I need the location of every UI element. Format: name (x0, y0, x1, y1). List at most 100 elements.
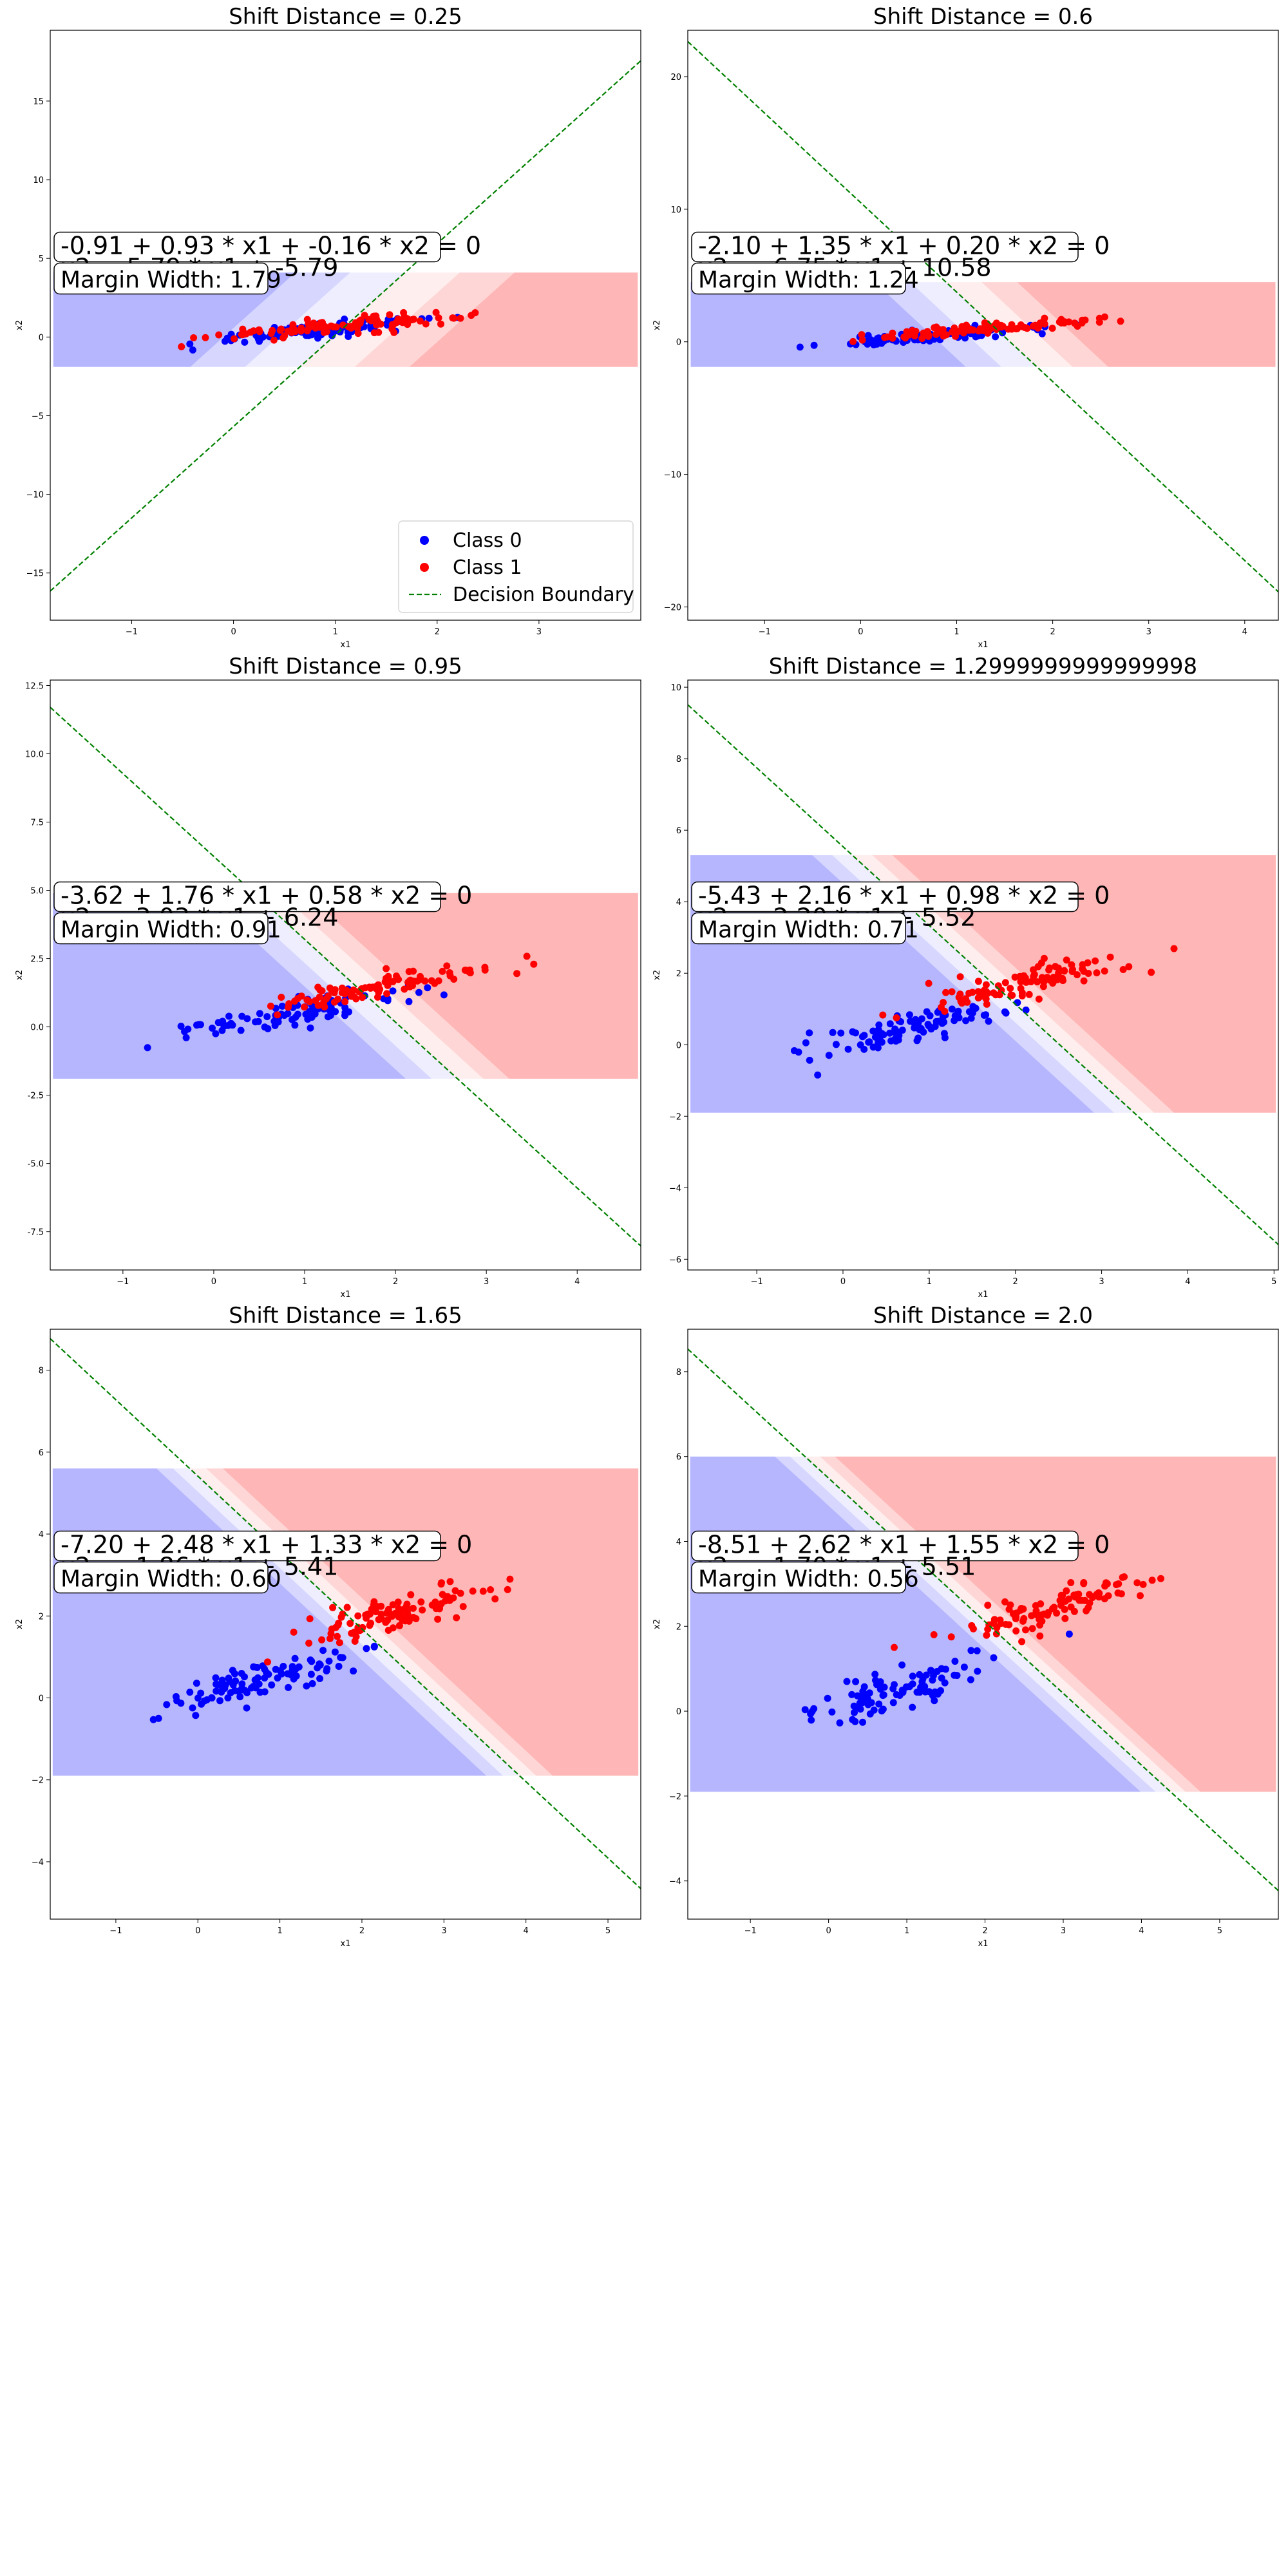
class0-point (909, 1703, 916, 1711)
class1-point (1101, 967, 1108, 975)
class1-point (1139, 1580, 1147, 1588)
class1-point (359, 1624, 366, 1631)
class1-point (1052, 963, 1059, 971)
class0-point (796, 343, 804, 351)
class0-point (248, 1684, 255, 1692)
class1-point (383, 965, 390, 972)
x-tick-label: 2 (359, 1926, 365, 1936)
class1-point (513, 970, 521, 978)
class1-point (274, 1011, 281, 1019)
class1-point (395, 1622, 403, 1629)
class1-point (341, 990, 348, 998)
class1-point (404, 321, 412, 328)
class1-point (318, 1636, 326, 1643)
class1-point (902, 334, 909, 342)
class1-point (923, 328, 931, 336)
class1-point (992, 1630, 1000, 1638)
class1-point (1101, 313, 1108, 321)
y-tick-label: 2 (676, 1622, 681, 1632)
x-tick-label: 1 (954, 627, 959, 637)
class0-point (307, 1656, 314, 1664)
class1-point (321, 1003, 328, 1011)
class1-point (310, 319, 317, 327)
class1-point (1005, 325, 1012, 333)
class1-point (962, 321, 970, 329)
class1-point (348, 1629, 355, 1637)
x-tick-label: 0 (826, 1926, 831, 1936)
x-tick-label: −1 (109, 1926, 122, 1936)
class1-point (1080, 977, 1088, 985)
class0-point (337, 1654, 345, 1662)
class1-point (962, 995, 969, 1003)
class0-point (843, 1678, 851, 1685)
class0-point (886, 1029, 894, 1037)
class1-point (446, 1578, 454, 1586)
class1-point (407, 1591, 415, 1598)
x-tick-label: 4 (524, 1926, 529, 1936)
x-axis-label: x1 (978, 1939, 989, 1949)
class1-point (305, 320, 312, 328)
class0-point (852, 1678, 860, 1685)
class1-point (327, 1630, 335, 1638)
class0-point (922, 1671, 930, 1679)
class1-point (1088, 1594, 1096, 1602)
class0-point (189, 346, 196, 354)
class0-point (189, 1704, 196, 1712)
class1-point (942, 989, 950, 996)
class1-point (1028, 1625, 1036, 1633)
class1-point (435, 314, 442, 322)
y-tick-label: 10 (670, 683, 681, 693)
class0-point (186, 340, 194, 348)
class1-point (305, 1640, 313, 1647)
class1-point (858, 336, 866, 344)
class1-point (879, 1011, 887, 1019)
class0-point (951, 1658, 959, 1665)
class0-point (939, 1013, 947, 1021)
class1-point (389, 978, 397, 985)
class0-point (220, 1021, 227, 1028)
class0-point (263, 1013, 271, 1021)
margin-width-text: Margin Width: 0.91 (61, 917, 281, 943)
class1-point (1092, 957, 1099, 965)
class1-point (267, 1002, 274, 1010)
class1-point (948, 988, 956, 996)
y-axis-label: x2 (652, 970, 662, 980)
class1-point (491, 1595, 499, 1603)
y-axis-label: x2 (652, 1619, 662, 1629)
x-tick-label: 3 (484, 1277, 489, 1287)
class0-point (891, 1028, 899, 1036)
axes-frame (50, 30, 641, 621)
class0-point (967, 1676, 974, 1683)
class1-point (1157, 1575, 1164, 1582)
class1-point (381, 978, 389, 986)
class1-point (443, 962, 451, 970)
equation-text: -7.20 + 2.48 * x1 + 1.33 * x2 = 0 (61, 1531, 472, 1559)
class1-point (940, 332, 947, 340)
class1-point (1040, 317, 1048, 325)
class1-point (1068, 961, 1075, 969)
class1-point (1030, 971, 1038, 978)
class1-point (1048, 325, 1056, 332)
class0-point (857, 1705, 864, 1713)
class0-point (925, 1022, 933, 1030)
class0-region (53, 272, 296, 367)
class0-point (866, 1689, 873, 1697)
chart-title: Shift Distance = 1.2999999999999998 (769, 654, 1197, 679)
x-tick-label: 5 (605, 1926, 611, 1936)
class1-margin-region (279, 893, 509, 1079)
class0-point (848, 1690, 856, 1698)
class0-point (867, 336, 875, 344)
class0-inner-region (245, 272, 405, 367)
class0-point (259, 1662, 267, 1670)
margin-box (691, 912, 906, 945)
class1-point (343, 1604, 351, 1611)
class1-point (432, 308, 440, 316)
class1-point (322, 995, 330, 1003)
chart-title: Shift Distance = 0.95 (229, 654, 462, 679)
decision-boundary-line (688, 41, 1278, 592)
class1-point (436, 1603, 443, 1611)
class0-point (951, 1671, 958, 1679)
class1-point (1095, 318, 1103, 326)
y-tick-label: −20 (664, 603, 681, 612)
